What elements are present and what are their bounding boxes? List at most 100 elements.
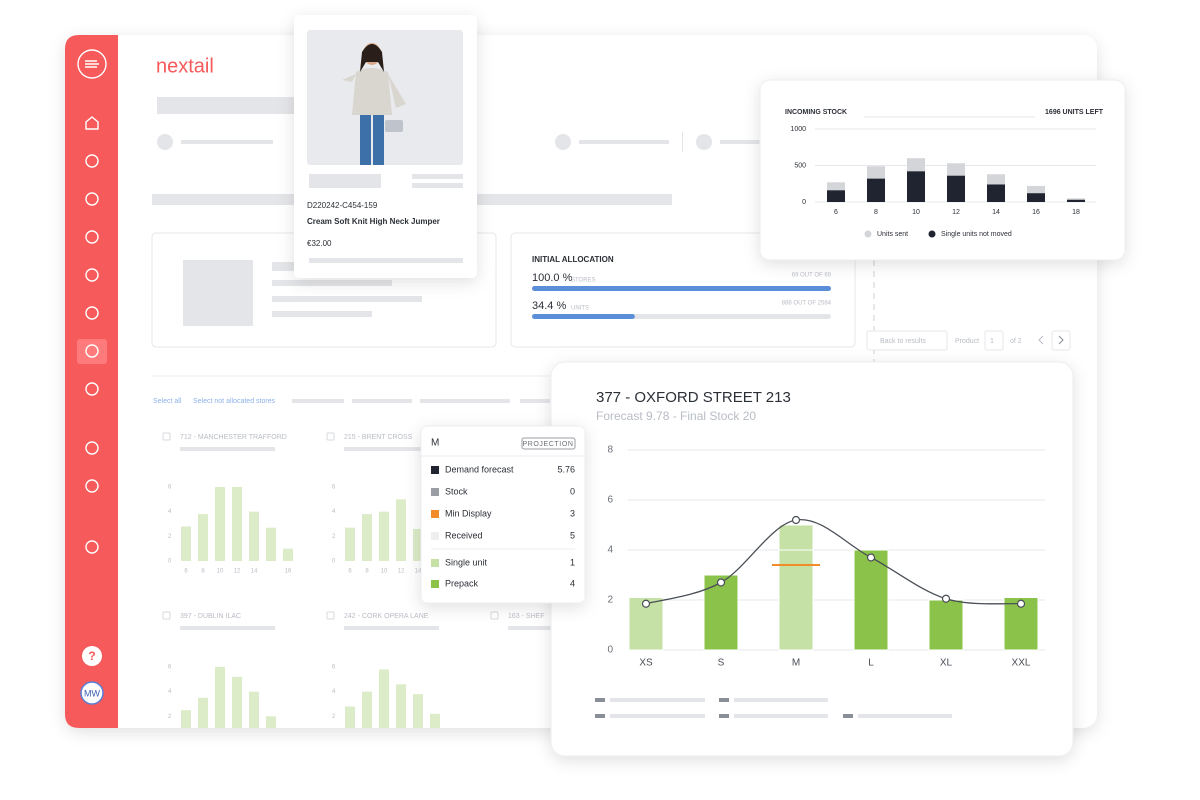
legend-swatch [928,230,936,238]
x-tick-label: 10 [217,749,224,755]
incoming-stock-card [759,79,1126,261]
bar-segment [778,524,814,551]
home-icon[interactable] [85,116,99,130]
tooltip-value: 0 [570,486,575,496]
allocation-percent: 34.4 % [532,300,566,312]
store-checkbox [162,432,171,441]
nav-icon[interactable] [85,154,99,168]
nav-icon[interactable] [85,382,99,396]
menu-button[interactable] [77,49,107,79]
x-tick-label: 10 [381,569,388,575]
x-tick-label: 6 [348,749,352,755]
x-tick-label: XXL [1012,658,1031,669]
x-tick-label: 12 [398,569,405,575]
store-bar [249,691,259,728]
bar [827,190,845,202]
x-tick-label: 8 [201,569,205,575]
store-name: 712 - MANCHESTER TRAFFORD [180,434,287,441]
nav-icon[interactable] [85,230,99,244]
y-tick-label: 0 [607,645,613,656]
nav-icon[interactable] [85,268,99,282]
store-bar [396,684,406,728]
store-bar [362,514,372,561]
tooltip [420,425,586,604]
tooltip-label: Received [445,530,483,540]
allocation-percent: 100.0 % [532,272,573,284]
help-label: ? [88,649,95,663]
tooltip-tag: PROJECTION [522,441,573,448]
store-bar [181,710,191,728]
allocation-unit: STORES [571,278,596,284]
store-bar [266,716,276,728]
forecast-subtitle: Forecast 9.78 - Final Stock 20 [596,409,756,423]
nav-icon[interactable] [85,192,99,206]
nav-icon[interactable] [85,306,99,320]
bar [907,171,925,202]
y-tick-label: 0 [168,739,172,745]
active-nav[interactable] [77,339,107,364]
x-tick-label: 12 [234,569,241,575]
product-label: Product [955,338,979,345]
tooltip-label: Single unit [445,557,488,567]
x-tick-label: 8 [365,749,369,755]
y-tick-label: 6 [332,485,336,491]
allocation-count: 888 OUT OF 2584 [782,301,832,307]
page-input[interactable] [984,330,1004,351]
y-tick-label: 2 [332,534,336,540]
store-bar [283,729,293,741]
forecast-point [866,553,876,562]
store-bar [215,487,225,561]
store-checkbox [326,432,335,441]
nav-icon[interactable] [85,540,99,554]
y-tick-label: 4 [168,689,172,695]
store-subtitle [180,447,275,451]
store-bar [447,729,457,741]
allocation-unit: UNITS [571,306,589,312]
y-tick-label: 2 [332,714,336,720]
prev-button[interactable] [1038,335,1044,345]
y-tick-label: 6 [332,665,336,671]
filter-link[interactable]: Select all [153,398,182,405]
store-bar [249,511,259,561]
nav-icon [85,344,99,358]
store-bar [396,499,406,561]
y-tick-label: 6 [168,665,172,671]
x-tick-label: 14 [415,749,422,755]
filter-link[interactable]: Select not allocated stores [193,398,276,405]
pagination: Back to results Product 1 of 2 [866,260,1071,420]
back-button[interactable] [866,330,948,351]
sidebar-icons [77,49,107,554]
x-tick-label: 14 [251,749,258,755]
store-bar [198,514,208,561]
x-tick-label: 10 [912,209,920,216]
nav-icon[interactable] [85,479,99,493]
bar [947,175,965,202]
store-bar [362,691,372,728]
next-button[interactable] [1051,330,1071,351]
x-tick-label: XS [639,658,653,669]
help-button[interactable] [82,646,102,666]
y-tick-label: 6 [168,485,172,491]
legend-label: Single units not moved [941,231,1012,238]
x-tick-label: 8 [874,209,878,216]
allocation-count: 69 OUT OF 69 [792,273,832,279]
menu-icon [85,60,99,68]
y-tick-label: 6 [607,495,613,506]
store-bar [181,526,191,561]
tooltip-title: M [431,438,439,449]
tooltip-swatch [431,532,439,540]
y-tick-label: 0 [168,559,172,565]
nav-icon[interactable] [85,441,99,455]
x-tick-label: S [718,658,725,669]
store-subtitle [180,626,275,630]
x-tick-label: 16 [285,569,292,575]
avatar[interactable] [80,681,104,705]
y-tick-label: 0 [332,559,336,565]
progress-bar [532,286,831,291]
store-subtitle [344,626,439,630]
progress-bar [532,314,635,319]
x-tick-label: XL [940,658,953,669]
page-total: of 2 [1010,338,1022,345]
store-checkbox [326,611,335,620]
x-tick-label: 14 [251,569,258,575]
